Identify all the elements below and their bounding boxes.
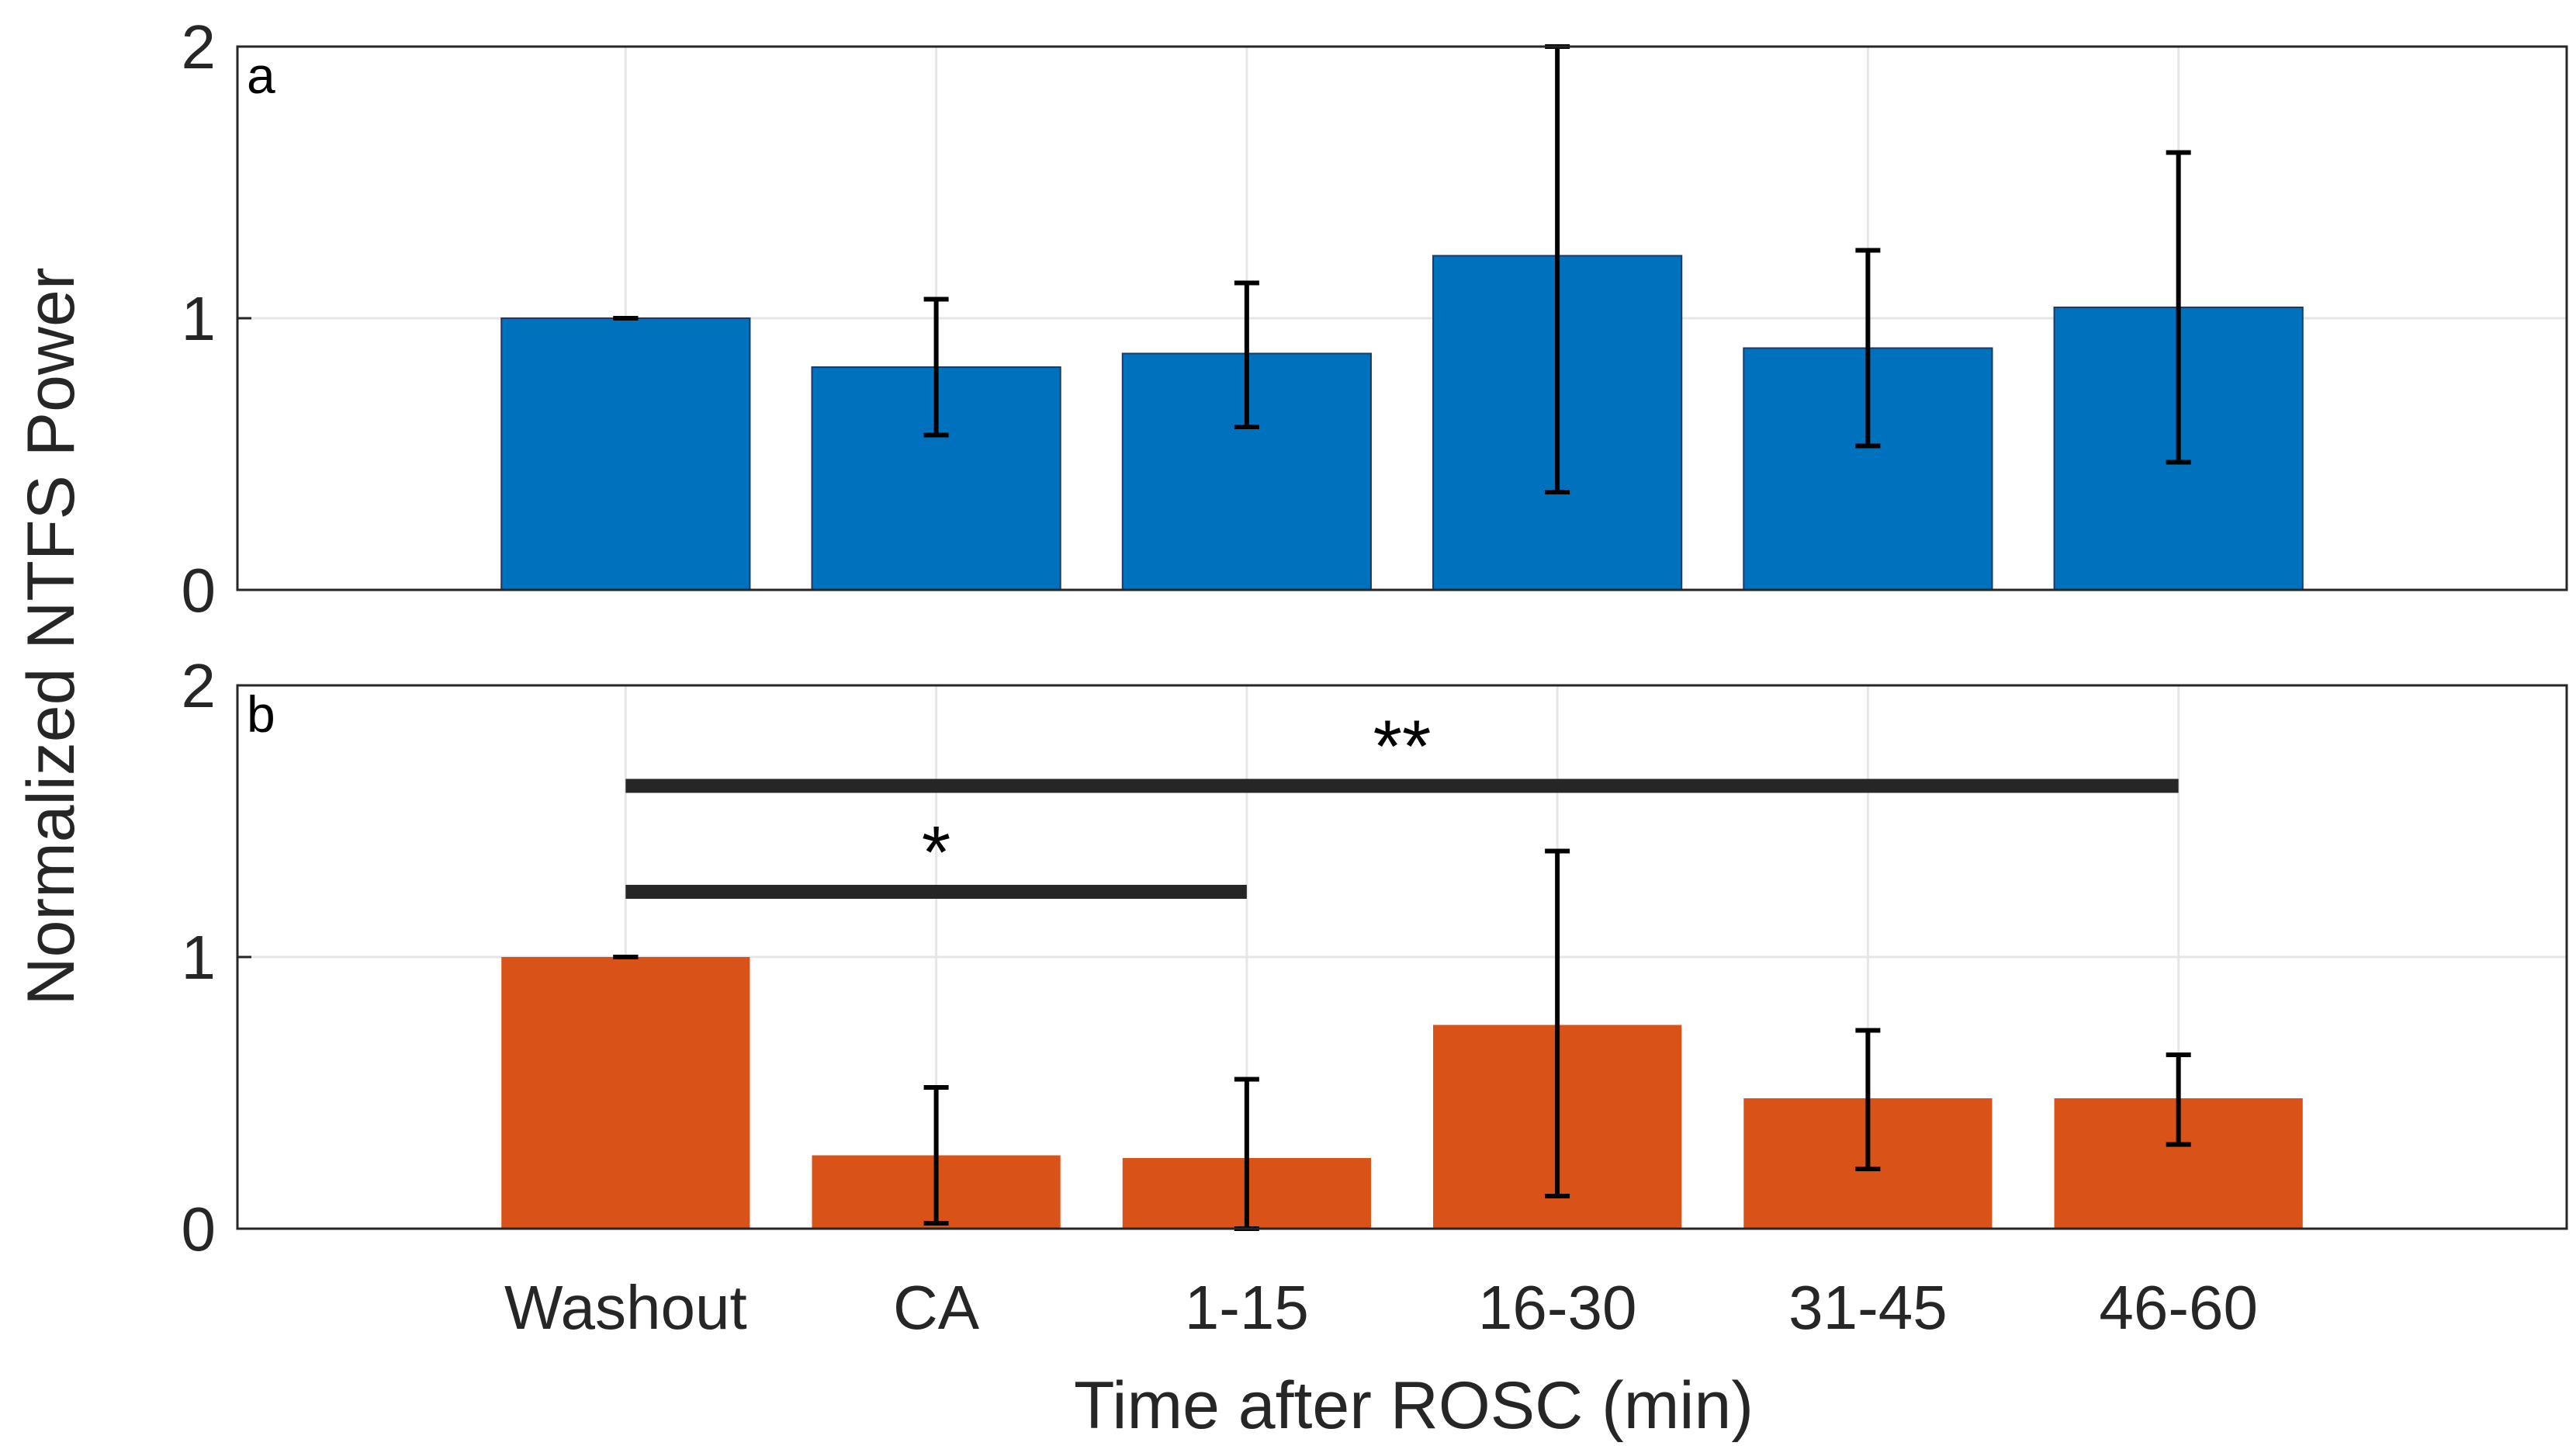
bar-a-0	[500, 317, 751, 591]
significance-marker-1: **	[1373, 706, 1432, 789]
error-bar-b-3	[1545, 848, 1570, 1198]
y-tick-label: 2	[182, 12, 216, 81]
significance-marker-0: *	[922, 811, 950, 894]
x-tick-label-1: CA	[893, 1273, 980, 1342]
error-bar-a-1	[923, 296, 949, 438]
x-tick-label-4: 31-45	[1788, 1273, 1948, 1342]
y-tick-label: 1	[182, 284, 216, 353]
error-bar-b-1	[923, 1085, 949, 1226]
x-axis-label: Time after ROSC (min)	[1074, 1368, 1754, 1443]
panel-label-a: a	[247, 47, 275, 104]
bar-b-0	[501, 957, 750, 1229]
panel-b: ***012 b	[182, 651, 2568, 1264]
panel-label-b: b	[247, 685, 275, 743]
y-tick-label: 2	[182, 651, 216, 720]
error-bar-b-5	[2166, 1052, 2191, 1147]
panel-a: 0 1 2 a	[182, 12, 2568, 625]
y-tick-label: 0	[182, 556, 216, 625]
y-axis-label: Normalized NTFS Power	[14, 268, 88, 1006]
error-bar-a-5	[2166, 150, 2191, 465]
x-tick-label-5: 46-60	[2099, 1273, 2258, 1342]
x-tick-labels: Washout CA 1-15 16-30 31-45 46-60	[504, 1273, 2258, 1342]
error-bar-a-2	[1234, 280, 1259, 429]
x-tick-label-0: Washout	[504, 1273, 747, 1342]
y-tick-label: 1	[182, 923, 216, 992]
x-tick-label-3: 16-30	[1478, 1273, 1637, 1342]
x-tick-label-2: 1-15	[1185, 1273, 1309, 1342]
error-bar-b-4	[1855, 1028, 1881, 1171]
error-bar-a-4	[1855, 248, 1881, 449]
y-tick-label: 0	[182, 1195, 216, 1264]
